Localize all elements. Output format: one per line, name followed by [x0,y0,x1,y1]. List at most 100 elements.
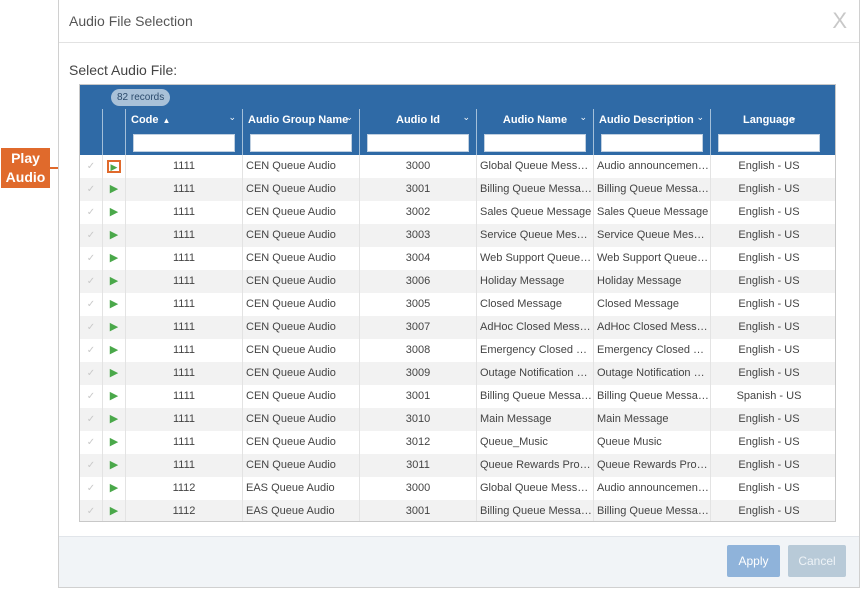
row-select-check-icon[interactable]: ✓ [86,299,96,310]
play-icon[interactable]: ▶ [102,500,125,521]
table-row[interactable]: ✓ ▶ 1111 CEN Queue Audio 3011 Queue Rewards P… [80,454,835,477]
audio-id-cell: 3000 [359,477,476,500]
table-row[interactable]: ✓ ▶ 1111 CEN Queue Audio 3000 Global Queue Me… [80,155,835,178]
play-icon[interactable]: ▶ [102,247,125,270]
chevron-down-icon[interactable]: ⌄ [462,112,470,122]
table-row[interactable]: ✓ ▶ 1111 CEN Queue Audio 3002 Sales Queue Mes… [80,201,835,224]
table-row[interactable]: ✓ ▶ 1111 CEN Queue Audio 3007 AdHoc Closed Me… [80,316,835,339]
play-icon[interactable]: ▶ [102,454,125,477]
table-row[interactable]: ✓ ▶ 1111 CEN Queue Audio 3004 Web Support Que… [80,247,835,270]
play-icon[interactable]: ▶ [102,477,125,500]
audio-description-cell: Web Support Queue M... [593,247,710,270]
row-select-check-icon[interactable]: ✓ [86,322,96,333]
audio-group-name-cell: CEN Queue Audio [242,201,359,224]
chevron-down-icon[interactable]: ⌄ [696,112,704,122]
header-audio-group-name-label: Audio Group Name [248,114,349,126]
row-select-check-icon[interactable]: ✓ [86,368,96,379]
chevron-down-icon[interactable]: ⌄ [345,112,353,122]
header-code[interactable]: Code ▲ ⌄ [125,109,242,155]
table-row[interactable]: ✓ ▶ 1111 CEN Queue Audio 3012 Queue_Music Queu… [80,431,835,454]
play-icon[interactable]: ▶ [102,339,125,362]
play-audio-cell[interactable]: ▶ [102,155,125,178]
play-icon[interactable]: ▶ [102,362,125,385]
play-icon[interactable]: ▶ [102,201,125,224]
row-select-check-icon[interactable]: ✓ [86,207,96,218]
table-row[interactable]: ✓ ▶ 1111 CEN Queue Audio 3003 Service Queue M… [80,224,835,247]
play-icon[interactable]: ▶ [102,224,125,247]
table-row[interactable]: ✓ ▶ 1111 CEN Queue Audio 3009 Outage Notifica… [80,362,835,385]
chevron-down-icon[interactable]: ⌄ [579,112,587,122]
language-cell: English - US [710,454,827,477]
play-icon[interactable]: ▶ [102,431,125,454]
row-select-check-icon[interactable]: ✓ [86,414,96,425]
table-row[interactable]: ✓ ▶ 1111 CEN Queue Audio 3001 Billing Queue M… [80,178,835,201]
chevron-down-icon[interactable]: ⌄ [228,112,236,122]
language-cell: English - US [710,201,827,224]
row-select-check-icon[interactable]: ✓ [86,506,96,517]
header-language[interactable]: Language ⌄ [710,109,827,155]
table-row[interactable]: ✓ ▶ 1111 CEN Queue Audio 3008 Emergency Close… [80,339,835,362]
play-icon[interactable]: ▶ [102,385,125,408]
audio-name-cell: Sales Queue Message [476,201,593,224]
row-select-check-icon[interactable]: ✓ [86,345,96,356]
language-cell: English - US [710,408,827,431]
audio-group-name-cell: CEN Queue Audio [242,362,359,385]
table-row[interactable]: ✓ ▶ 1111 CEN Queue Audio 3006 Holiday Message… [80,270,835,293]
audio-group-name-cell: CEN Queue Audio [242,431,359,454]
table-row[interactable]: ✓ ▶ 1112 EAS Queue Audio 3000 Global Queue Me… [80,477,835,500]
audio-name-filter-input[interactable] [484,134,586,152]
language-cell: English - US [710,316,827,339]
row-select-check-icon[interactable]: ✓ [86,230,96,241]
language-filter-input[interactable] [718,134,820,152]
row-select-check-icon[interactable]: ✓ [86,460,96,471]
audio-description-filter-input[interactable] [601,134,703,152]
row-select-check-icon[interactable]: ✓ [86,276,96,287]
row-select-check-icon[interactable]: ✓ [86,437,96,448]
grid-toolbar: 82 records [80,85,835,109]
sort-asc-icon[interactable]: ▲ [162,116,171,125]
audio-description-cell: AdHoc Closed Message [593,316,710,339]
dialog-header: Audio File Selection X [59,0,859,43]
table-row[interactable]: ✓ ▶ 1111 CEN Queue Audio 3005 Closed Message C… [80,293,835,316]
audio-id-filter-input[interactable] [367,134,469,152]
chevron-down-icon[interactable]: ⌄ [789,112,797,122]
play-icon[interactable]: ▶ [102,270,125,293]
audio-group-name-cell: CEN Queue Audio [242,178,359,201]
row-select-check-icon[interactable]: ✓ [86,483,96,494]
table-row[interactable]: ✓ ▶ 1112 EAS Queue Audio 3001 Billing Queue M… [80,500,835,521]
row-select-check-icon[interactable]: ✓ [86,184,96,195]
audio-description-cell: Holiday Message [593,270,710,293]
play-icon[interactable]: ▶ [102,408,125,431]
language-cell: English - US [710,293,827,316]
cancel-button[interactable]: Cancel [788,545,846,577]
language-cell: English - US [710,477,827,500]
audio-name-cell: Queue_Music [476,431,593,454]
audio-group-name-filter-input[interactable] [250,134,352,152]
code-cell: 1111 [125,362,242,385]
audio-id-cell: 3005 [359,293,476,316]
audio-name-cell: Closed Message [476,293,593,316]
code-cell: 1111 [125,201,242,224]
audio-description-cell: Billing Queue Message [593,385,710,408]
header-audio-description[interactable]: Audio Description ⌄ [593,109,710,155]
play-icon[interactable]: ▶ [107,160,121,173]
code-filter-input[interactable] [133,134,235,152]
close-icon[interactable]: X [832,8,847,33]
header-audio-id[interactable]: Audio Id ⌄ [359,109,476,155]
row-select-check-icon[interactable]: ✓ [86,161,96,172]
table-row[interactable]: ✓ ▶ 1111 CEN Queue Audio 3010 Main Message Mai… [80,408,835,431]
audio-group-name-cell: CEN Queue Audio [242,270,359,293]
play-icon[interactable]: ▶ [102,316,125,339]
header-audio-name[interactable]: Audio Name ⌄ [476,109,593,155]
apply-button[interactable]: Apply [727,545,780,577]
language-cell: English - US [710,178,827,201]
header-audio-group-name[interactable]: Audio Group Name ⌄ [242,109,359,155]
audio-description-cell: Queue Music [593,431,710,454]
audio-name-cell: Holiday Message [476,270,593,293]
row-select-check-icon[interactable]: ✓ [86,253,96,264]
play-icon[interactable]: ▶ [102,178,125,201]
table-row[interactable]: ✓ ▶ 1111 CEN Queue Audio 3001 Billing Queue M… [80,385,835,408]
play-icon[interactable]: ▶ [102,293,125,316]
row-select-check-icon[interactable]: ✓ [86,391,96,402]
audio-group-name-cell: CEN Queue Audio [242,247,359,270]
